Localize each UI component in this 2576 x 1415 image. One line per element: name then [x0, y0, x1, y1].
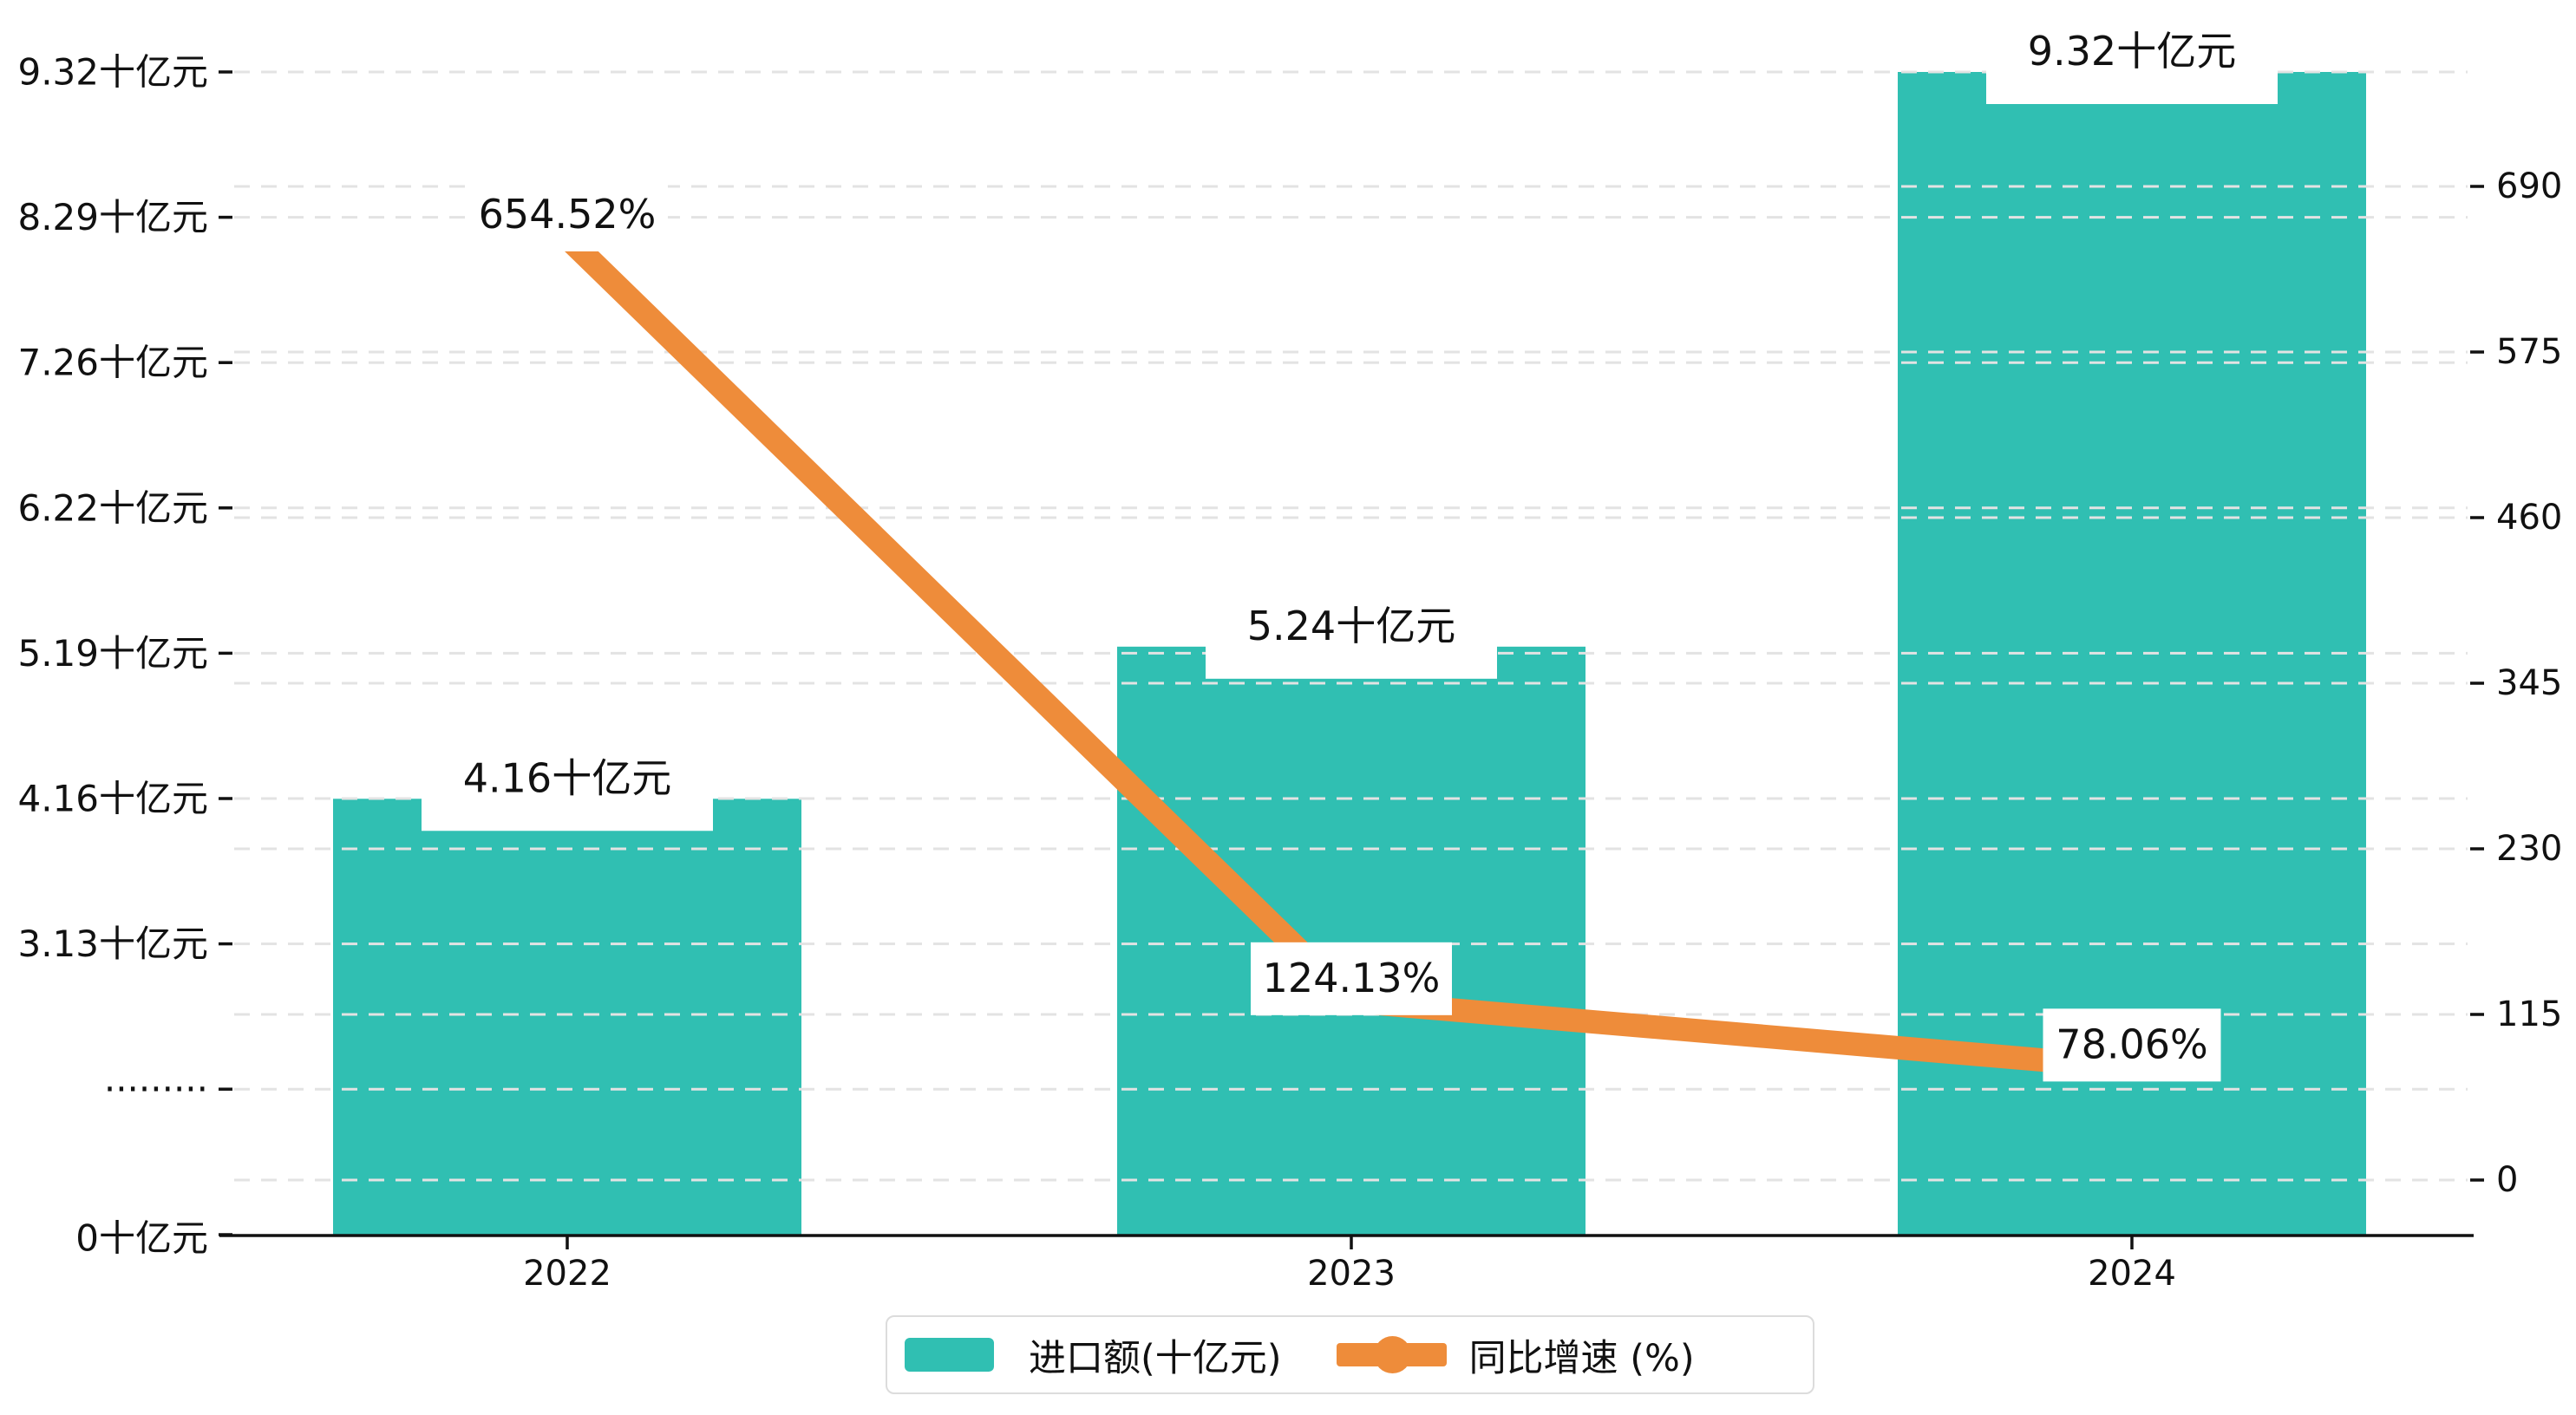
line-value-label: 654.52% — [479, 191, 657, 238]
left-axis-tick-label: 9.32十亿元 — [17, 51, 208, 94]
left-axis-tick-label: 5.19十亿元 — [17, 632, 208, 675]
line-value-box — [1251, 942, 1452, 1015]
x-axis-label-2023: 2023 — [1307, 1254, 1396, 1294]
bar-value-box — [422, 753, 713, 831]
left-axis-tick-label: 0十亿元 — [75, 1217, 208, 1260]
bar-2022[interactable] — [333, 799, 801, 1236]
right-axis-tick-label: 0 — [2496, 1160, 2518, 1200]
x-axis-label-2022: 2022 — [523, 1254, 611, 1294]
right-axis-tick-label: 230 — [2496, 829, 2562, 869]
left-axis-tick-label: 8.29十亿元 — [17, 196, 208, 238]
bar-value-label: 9.32十亿元 — [2028, 28, 2236, 75]
x-axis-label-2024: 2024 — [2088, 1254, 2176, 1294]
line-value-box — [467, 178, 668, 251]
right-axis-tick-label: 460 — [2496, 498, 2562, 538]
legend-dot-icon — [1373, 1336, 1411, 1373]
right-axis-tick-label: 690 — [2496, 166, 2562, 206]
bar-value-box — [1986, 26, 2278, 104]
legend-item-imports[interactable]: 进口额(十亿元) — [1029, 1336, 1282, 1380]
right-axis-tick-label: 345 — [2496, 663, 2562, 703]
bar-value-label: 4.16十亿元 — [463, 754, 671, 801]
legend: 进口额(十亿元) 同比增速 (%) — [886, 1315, 1814, 1394]
left-axis-tick-label: 6.22十亿元 — [17, 486, 208, 529]
bar-value-label: 5.24十亿元 — [1247, 603, 1455, 649]
legend-line-dot-icon[interactable] — [1336, 1335, 1447, 1374]
right-axis-tick-label: 115 — [2496, 994, 2562, 1034]
left-axis-tick-label: 7.26十亿元 — [17, 342, 208, 384]
bar-value-box — [1206, 600, 1497, 679]
line-value-label: 124.13% — [1263, 955, 1441, 1001]
left-axis-tick-label: ········· — [104, 1068, 208, 1111]
legend-item-growth[interactable]: 同比增速 (%) — [1468, 1336, 1695, 1380]
legend-bar-swatch[interactable] — [905, 1338, 994, 1372]
left-axis-tick-label: 4.16十亿元 — [17, 778, 208, 820]
line-value-label: 78.06% — [2056, 1020, 2207, 1067]
left-axis-tick-label: 3.13十亿元 — [17, 923, 208, 965]
bar-2023[interactable] — [1117, 646, 1585, 1236]
line-value-box — [2043, 1008, 2221, 1082]
right-axis-tick-label: 575 — [2496, 332, 2562, 372]
